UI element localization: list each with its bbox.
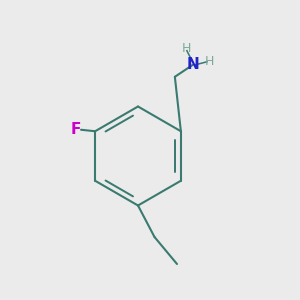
Text: H: H [205, 55, 214, 68]
Text: F: F [70, 122, 81, 137]
Text: H: H [182, 42, 192, 55]
Text: N: N [187, 57, 199, 72]
